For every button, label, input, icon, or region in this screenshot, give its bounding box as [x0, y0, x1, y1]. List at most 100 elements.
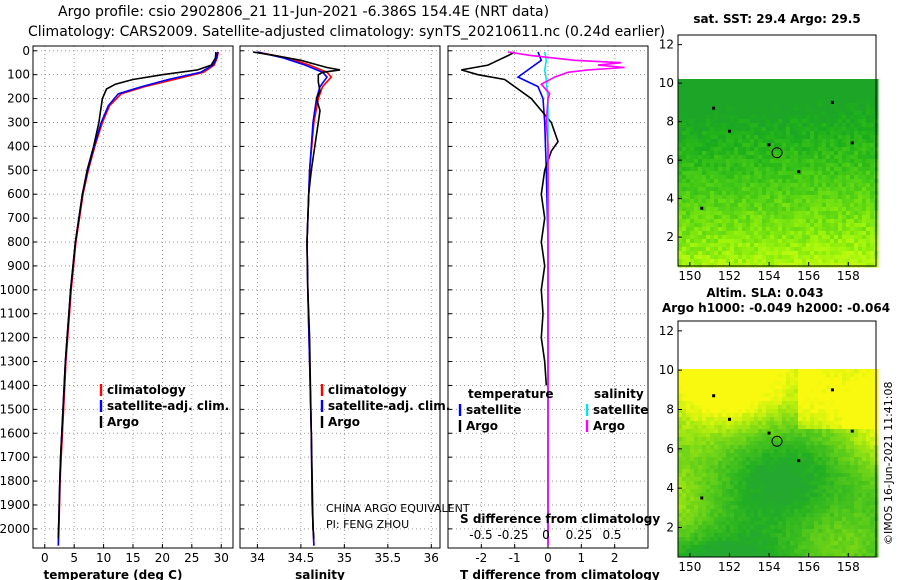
- map-cell: [834, 147, 839, 152]
- map-cell: [794, 203, 799, 208]
- map-cell: [854, 529, 859, 534]
- map-cell: [858, 413, 863, 418]
- map-cell: [738, 537, 743, 542]
- map-cell: [862, 239, 867, 244]
- map-cell: [730, 509, 735, 514]
- map-cell: [746, 421, 751, 426]
- map-cell: [866, 393, 871, 398]
- map-cell: [754, 369, 759, 374]
- map-cell: [802, 211, 807, 216]
- map-cell: [698, 83, 703, 88]
- map-cell: [850, 87, 855, 92]
- map-cell: [718, 413, 723, 418]
- map-cell: [838, 143, 843, 148]
- map-cell: [782, 203, 787, 208]
- map-cell: [754, 199, 759, 204]
- map-cell: [738, 123, 743, 128]
- map-cell: [866, 191, 871, 196]
- map-cell: [842, 163, 847, 168]
- map-cell: [818, 433, 823, 438]
- map-cell: [862, 243, 867, 248]
- map-cell: [746, 99, 751, 104]
- map-cell: [766, 239, 771, 244]
- map-cell: [722, 127, 727, 132]
- map-cell: [814, 373, 819, 378]
- map-cell: [862, 195, 867, 200]
- map-cell: [706, 175, 711, 180]
- map-cell: [818, 219, 823, 224]
- map-cell: [826, 381, 831, 386]
- map-cell: [786, 493, 791, 498]
- map-cell: [842, 449, 847, 454]
- map-cell: [730, 107, 735, 112]
- map-cell: [758, 199, 763, 204]
- map-cell: [794, 211, 799, 216]
- map-cell: [690, 175, 695, 180]
- map-cell: [826, 377, 831, 382]
- map-cell: [798, 465, 803, 470]
- map-cell: [770, 163, 775, 168]
- map-cell: [742, 199, 747, 204]
- map-cell: [798, 417, 803, 422]
- map-cell: [870, 505, 875, 510]
- map-cell: [778, 405, 783, 410]
- map-cell: [694, 469, 699, 474]
- map-cell: [830, 401, 835, 406]
- map-cell: [854, 525, 859, 530]
- map-cell: [778, 79, 783, 84]
- map-cell: [838, 159, 843, 164]
- map-cell: [694, 99, 699, 104]
- map-cell: [718, 469, 723, 474]
- map-cell: [718, 473, 723, 478]
- map-cell: [830, 553, 835, 558]
- map-cell: [742, 473, 747, 478]
- map-cell: [822, 171, 827, 176]
- map-cell: [678, 159, 683, 164]
- map-cell: [702, 79, 707, 84]
- map-cell: [750, 529, 755, 534]
- map-cell: [814, 131, 819, 136]
- map-cell: [854, 239, 859, 244]
- map-cell: [766, 397, 771, 402]
- map-cell: [862, 143, 867, 148]
- map-cell: [850, 119, 855, 124]
- map-cell: [818, 453, 823, 458]
- map-cell: [726, 529, 731, 534]
- map-cell: [718, 255, 723, 260]
- map-cell: [718, 545, 723, 550]
- map-cell: [786, 393, 791, 398]
- x-tick-label: 34: [250, 551, 265, 565]
- map-cell: [850, 489, 855, 494]
- map-cell: [698, 219, 703, 224]
- map-cell: [766, 187, 771, 192]
- map-cell: [806, 541, 811, 546]
- map-cell: [710, 207, 715, 212]
- map-cell: [742, 429, 747, 434]
- map-cell: [706, 469, 711, 474]
- map-cell: [766, 413, 771, 418]
- map-cell: [814, 429, 819, 434]
- map-cell: [678, 457, 683, 462]
- map-cell: [786, 405, 791, 410]
- annotation-text: PI: FENG ZHOU: [326, 518, 409, 531]
- map-cell: [702, 111, 707, 116]
- map-cell: [774, 417, 779, 422]
- map-cell: [822, 429, 827, 434]
- map-cell: [758, 195, 763, 200]
- map-cell: [798, 239, 803, 244]
- map-cell: [810, 469, 815, 474]
- map-cell: [758, 533, 763, 538]
- map-cell: [862, 135, 867, 140]
- map-cell: [866, 421, 871, 426]
- map-cell: [770, 211, 775, 216]
- map-cell: [774, 147, 779, 152]
- map-cell: [738, 369, 743, 374]
- map-cell: [754, 553, 759, 558]
- map-cell: [726, 525, 731, 530]
- map-cell: [822, 147, 827, 152]
- map-cell: [762, 409, 767, 414]
- map-cell: [766, 115, 771, 120]
- map-cell: [678, 147, 683, 152]
- map-cell: [718, 263, 723, 268]
- map-cell: [714, 489, 719, 494]
